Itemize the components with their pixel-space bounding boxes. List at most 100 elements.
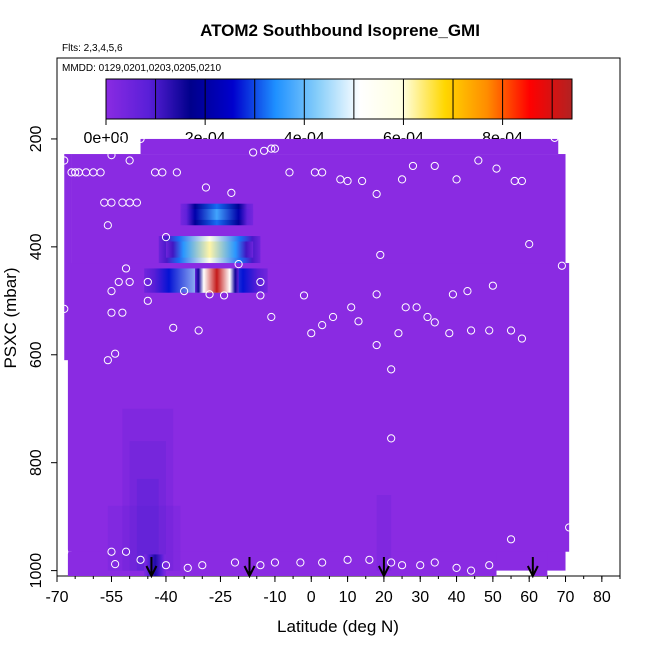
x-tick-label: 0 <box>307 589 316 606</box>
sample-point <box>121 264 131 273</box>
sample-point <box>125 156 134 165</box>
curtain-shading <box>136 478 159 571</box>
sample-point <box>343 176 352 186</box>
y-tick-label: 800 <box>28 449 45 476</box>
sample-point <box>103 356 112 365</box>
sample-point <box>161 233 171 242</box>
sample-point <box>557 261 566 270</box>
sample-point <box>111 349 120 358</box>
curtain-shading <box>129 441 166 571</box>
colorbar-gradient <box>106 79 572 119</box>
sample-point <box>387 434 396 443</box>
sample-point <box>372 189 381 199</box>
y-tick-label: 600 <box>28 341 45 368</box>
sample-point <box>71 168 80 177</box>
sample-point <box>299 291 309 300</box>
curtain-shading <box>122 408 174 571</box>
sample-point <box>201 183 211 192</box>
sample-point <box>343 555 352 564</box>
sample-point <box>136 134 145 144</box>
x-tick-label: 50 <box>484 589 502 606</box>
sample-point <box>249 148 258 157</box>
sample-point <box>452 175 461 184</box>
sample-point <box>517 334 527 343</box>
sample-point <box>256 561 265 570</box>
sample-point <box>412 303 421 312</box>
profile-arrow-head <box>145 565 158 579</box>
sample-point <box>488 281 497 290</box>
x-tick-label: -70 <box>45 589 68 606</box>
sample-point <box>230 558 240 567</box>
sample-point <box>114 277 123 287</box>
profile-arrow-head <box>243 565 256 579</box>
sample-point <box>267 312 276 322</box>
flights-subtitle: Flts: 2,3,4,5,6 <box>62 43 123 54</box>
sample-point <box>259 146 269 155</box>
x-tick-label: 70 <box>557 589 575 606</box>
heatmap-cell <box>195 268 239 293</box>
sample-point <box>506 535 516 544</box>
sample-point <box>256 291 265 300</box>
x-tick-label: -40 <box>154 589 177 606</box>
sample-point <box>416 561 425 570</box>
sample-point <box>397 175 407 184</box>
sample-point <box>219 291 229 300</box>
sample-point <box>466 566 476 575</box>
profile-arrow-head <box>526 565 539 579</box>
sample-point <box>387 558 396 567</box>
x-tick-label: 10 <box>339 589 357 606</box>
sample-point <box>183 563 192 573</box>
sample-point <box>387 365 396 374</box>
sample-point <box>354 317 363 326</box>
colorbar-frame <box>105 78 573 120</box>
sample-point <box>107 287 116 296</box>
curtain-background <box>64 154 72 361</box>
sample-point <box>270 558 280 567</box>
sample-point <box>256 277 265 287</box>
sample-point <box>466 326 476 335</box>
sample-point <box>372 290 381 299</box>
sample-point <box>376 250 385 260</box>
x-tick-label: 20 <box>375 589 393 606</box>
x-tick-label: 80 <box>593 589 611 606</box>
sample-point <box>96 168 105 177</box>
sample-point <box>550 133 559 142</box>
sample-point <box>103 221 112 230</box>
sample-point <box>485 561 494 570</box>
curtain-background <box>67 551 497 576</box>
sample-point <box>143 277 152 287</box>
sample-point <box>485 326 494 335</box>
sample-point <box>267 144 276 153</box>
sample-point <box>318 558 327 567</box>
y-tick-label: 400 <box>28 233 45 260</box>
sample-point <box>463 287 472 296</box>
sample-point <box>161 561 171 570</box>
sample-point <box>198 561 207 570</box>
y-axis-label: PSXC (mbar) <box>1 267 20 368</box>
y-tick-label: 200 <box>28 125 45 152</box>
sample-point <box>136 555 145 564</box>
sample-point <box>307 329 316 338</box>
colorbar: 0e+00 2e-04 4e-04 6e-04 8e-04 <box>84 78 573 147</box>
sample-point <box>445 329 454 338</box>
curtain-shading <box>376 495 392 571</box>
heatmap-cell <box>165 241 254 258</box>
sample-point <box>143 296 152 305</box>
sample-point <box>285 168 294 177</box>
sample-point <box>60 304 69 314</box>
sample-point <box>365 555 374 564</box>
sample-point <box>270 144 280 153</box>
sample-point <box>107 198 116 207</box>
sample-point <box>397 561 407 570</box>
curtain-background <box>67 263 570 552</box>
sample-point <box>430 318 439 327</box>
sample-point <box>194 326 203 335</box>
sample-point <box>401 303 410 312</box>
plot-area <box>60 133 574 579</box>
sample-point <box>205 290 214 299</box>
sample-point <box>107 151 116 160</box>
sample-point <box>60 156 69 165</box>
sample-point <box>169 323 178 332</box>
heatmap-cell <box>180 209 254 220</box>
sample-point <box>358 176 367 186</box>
